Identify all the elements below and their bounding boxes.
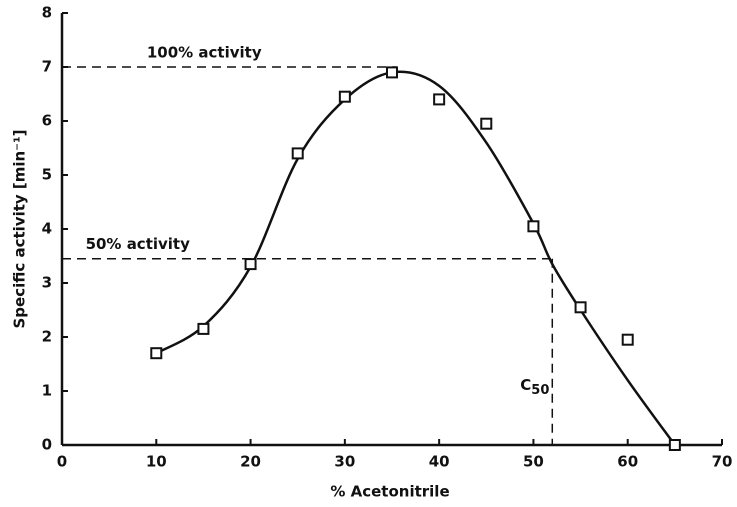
data-point [621, 333, 634, 346]
y-tick-label: 1 [42, 382, 52, 400]
x-tick-label: 20 [240, 453, 261, 471]
x-tick-label: 70 [712, 453, 733, 471]
c50-sub: 50 [531, 383, 549, 398]
reference-label: 100% activity [147, 44, 262, 62]
data-point [574, 301, 587, 314]
data-point [433, 93, 446, 106]
y-tick-label: 4 [42, 220, 52, 238]
y-tick-label: 0 [42, 436, 52, 454]
data-point [527, 220, 540, 233]
reference-label: 50% activity [86, 235, 191, 253]
y-tick-label: 3 [42, 274, 52, 292]
x-tick-label: 40 [429, 453, 450, 471]
data-point [197, 322, 210, 335]
data-point [291, 147, 304, 160]
data-point [668, 439, 681, 451]
x-axis-label: % Acetonitrile [330, 483, 449, 501]
c50-label: C50 [520, 376, 549, 398]
data-point [150, 347, 163, 360]
x-tick-label: 60 [617, 453, 638, 471]
data-point [480, 117, 493, 130]
data-point [386, 66, 398, 79]
c50-base: C [520, 376, 531, 394]
y-tick-label: 8 [42, 4, 52, 22]
y-tick-label: 6 [42, 112, 52, 130]
x-tick-label: 10 [146, 453, 167, 471]
x-tick-label: 0 [57, 453, 67, 471]
y-tick-label: 5 [42, 166, 52, 184]
data-point [244, 258, 257, 271]
x-tick-label: 50 [523, 453, 544, 471]
data-point [338, 90, 351, 103]
y-tick-label: 2 [42, 328, 52, 346]
x-tick-label: 30 [334, 453, 355, 471]
y-tick-label: 7 [42, 58, 52, 76]
y-axis-label: Specific activity [min⁻¹] [11, 129, 29, 328]
